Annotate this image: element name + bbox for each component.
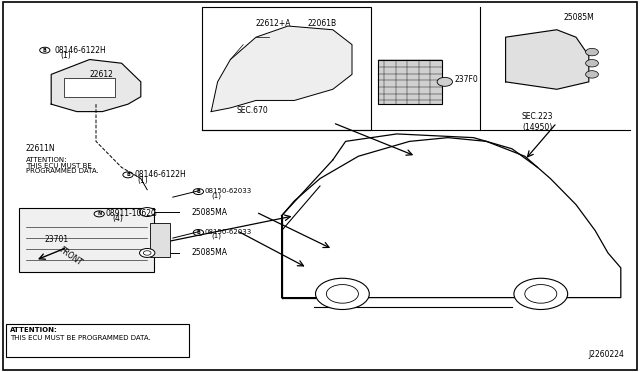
Circle shape [525, 285, 557, 303]
Text: (1): (1) [211, 233, 221, 240]
Text: J2260224: J2260224 [588, 350, 624, 359]
Text: ATTENTION:: ATTENTION: [26, 157, 67, 163]
Text: 22612+A: 22612+A [256, 19, 291, 28]
Bar [6, 324, 189, 357]
Text: FRONT: FRONT [58, 246, 84, 268]
Text: B: B [196, 230, 200, 235]
Polygon shape [506, 30, 589, 89]
Polygon shape [51, 60, 141, 112]
Text: 22611N: 22611N [26, 144, 55, 153]
Text: 08150-62033: 08150-62033 [205, 188, 252, 194]
Bar [150, 223, 170, 257]
Text: 08146-6122H: 08146-6122H [54, 46, 106, 55]
Polygon shape [211, 26, 352, 112]
Text: B: B [126, 172, 130, 177]
Circle shape [140, 248, 155, 257]
Circle shape [316, 278, 369, 310]
Text: 25085MA: 25085MA [192, 248, 228, 257]
Bar [202, 7, 371, 130]
Text: 237F0: 237F0 [454, 76, 478, 84]
Text: PROGRAMMED DATA.: PROGRAMMED DATA. [26, 168, 99, 174]
Text: SEC.670: SEC.670 [237, 106, 269, 115]
Circle shape [514, 278, 568, 310]
Circle shape [140, 208, 155, 217]
Text: (1): (1) [138, 176, 148, 185]
Circle shape [326, 285, 358, 303]
Bar [378, 60, 442, 104]
Circle shape [437, 77, 452, 86]
Text: 08146-6122H: 08146-6122H [134, 170, 186, 179]
Circle shape [586, 48, 598, 56]
Text: 25085M: 25085M [563, 13, 594, 22]
Text: 08150-62033: 08150-62033 [205, 229, 252, 235]
Text: (4): (4) [112, 214, 123, 223]
Bar [19, 208, 154, 272]
Text: ATTENTION:: ATTENTION: [10, 327, 58, 333]
Text: B: B [43, 48, 47, 53]
Text: 23701: 23701 [45, 235, 69, 244]
Text: (1): (1) [61, 51, 72, 60]
Text: THIS ECU MUST BE: THIS ECU MUST BE [26, 163, 92, 169]
Text: B: B [196, 189, 200, 194]
Text: 22061B: 22061B [307, 19, 337, 28]
Text: 25085MA: 25085MA [192, 208, 228, 217]
Circle shape [586, 71, 598, 78]
Text: 08911-1062G: 08911-1062G [106, 209, 157, 218]
Bar [64, 78, 115, 97]
Text: N: N [97, 211, 101, 217]
Text: 22612: 22612 [90, 70, 113, 79]
Text: (14950): (14950) [522, 123, 553, 132]
Text: (1): (1) [211, 192, 221, 199]
Text: SEC.223: SEC.223 [522, 112, 554, 121]
Circle shape [143, 251, 151, 255]
Text: THIS ECU MUST BE PROGRAMMED DATA.: THIS ECU MUST BE PROGRAMMED DATA. [10, 335, 150, 341]
Circle shape [586, 60, 598, 67]
